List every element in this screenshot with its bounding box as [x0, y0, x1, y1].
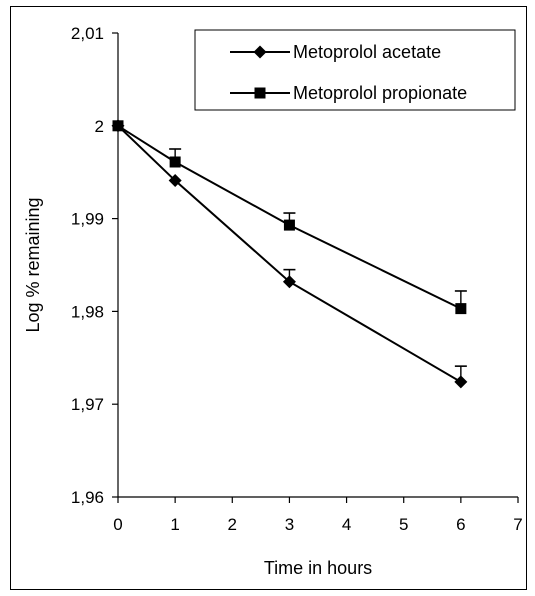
- legend-box: [194, 29, 516, 111]
- series-line: [117, 124, 462, 310]
- x-tick-label: 3: [285, 515, 294, 534]
- data-point-square: [169, 156, 181, 168]
- legend: Metoprolol acetate Metoprolol propionate: [194, 29, 516, 111]
- legend-label: Metoprolol acetate: [293, 42, 441, 62]
- data-point-square: [283, 219, 295, 231]
- y-ticks: 1,96 1,97 1,98 1,99 2 2,01: [71, 24, 118, 507]
- legend-items: Metoprolol acetate Metoprolol propionate: [230, 42, 467, 103]
- x-tick-label: 1: [170, 515, 179, 534]
- data-point-diamond: [253, 45, 267, 59]
- x-tick-label: 7: [513, 515, 522, 534]
- series-1: [111, 119, 468, 389]
- x-tick-label: 0: [113, 515, 122, 534]
- y-tick-label: 1,99: [71, 210, 104, 229]
- data-point-square: [254, 87, 266, 99]
- legend-item: Metoprolol acetate: [230, 42, 441, 62]
- legend-item: Metoprolol propionate: [230, 83, 467, 103]
- data-point-square: [112, 120, 124, 132]
- x-tick-label: 2: [228, 515, 237, 534]
- x-axis-title: Time in hours: [264, 558, 372, 578]
- x-tick-label: 5: [399, 515, 408, 534]
- data-point-square: [455, 303, 467, 315]
- data-point-diamond: [454, 375, 468, 389]
- x-tick-label: 6: [456, 515, 465, 534]
- x-ticks: 0 1 2 3 4 5 6 7: [113, 497, 523, 534]
- y-tick-label: 1,98: [71, 302, 104, 321]
- data-point-diamond: [168, 174, 182, 188]
- legend-label: Metoprolol propionate: [293, 83, 467, 103]
- y-tick-label: 2: [95, 117, 104, 136]
- y-tick-label: 1,97: [71, 395, 104, 414]
- y-axis-title: Log % remaining: [23, 197, 43, 332]
- series-2: [112, 120, 467, 315]
- axes: [117, 33, 518, 498]
- y-tick-label: 1,96: [71, 488, 104, 507]
- series-line: [117, 125, 462, 383]
- x-tick-label: 4: [342, 515, 351, 534]
- data-point-diamond: [282, 275, 296, 289]
- y-tick-label: 2,01: [71, 24, 104, 43]
- series-layer: [111, 119, 468, 389]
